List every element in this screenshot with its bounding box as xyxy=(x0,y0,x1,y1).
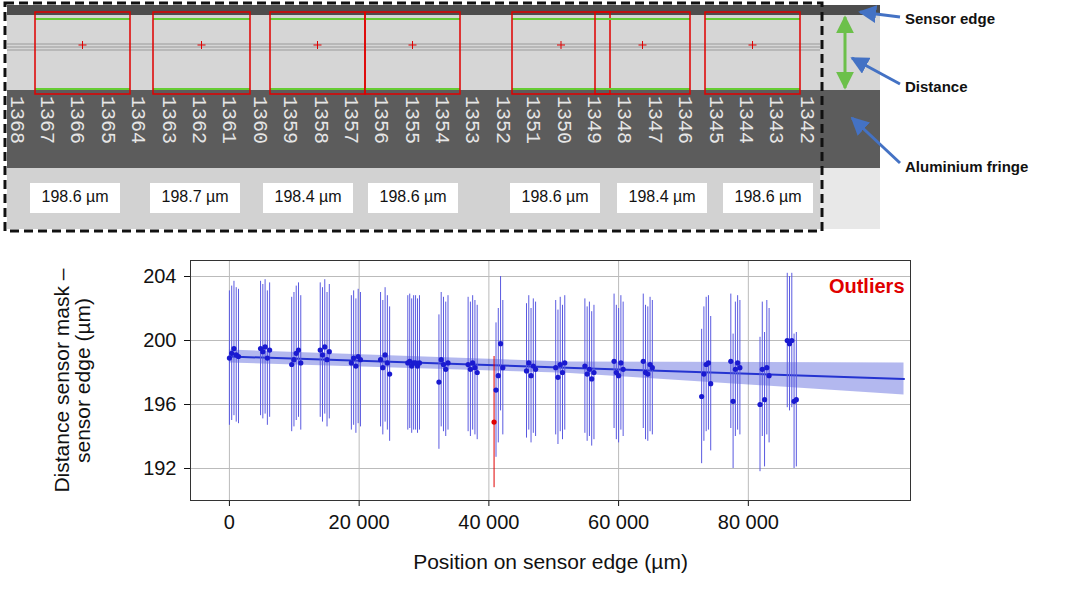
svg-text:198.6 µm: 198.6 µm xyxy=(734,188,801,205)
svg-text:1365: 1365 xyxy=(96,96,119,144)
svg-text:204: 204 xyxy=(143,265,176,287)
svg-text:198.4 µm: 198.4 µm xyxy=(274,188,341,205)
svg-text:196: 196 xyxy=(143,393,176,415)
svg-text:1355: 1355 xyxy=(400,96,423,144)
svg-text:1344: 1344 xyxy=(734,96,757,144)
svg-text:Sensor edge: Sensor edge xyxy=(905,10,995,27)
svg-text:20 000: 20 000 xyxy=(329,511,390,533)
svg-text:Distance: Distance xyxy=(905,78,968,95)
svg-text:1342: 1342 xyxy=(795,96,818,144)
svg-text:1353: 1353 xyxy=(460,96,483,144)
svg-text:1349: 1349 xyxy=(582,96,605,144)
svg-text:1359: 1359 xyxy=(278,96,301,144)
svg-text:40 000: 40 000 xyxy=(458,511,519,533)
svg-text:1343: 1343 xyxy=(764,96,787,144)
svg-text:1356: 1356 xyxy=(369,96,392,144)
svg-text:1345: 1345 xyxy=(704,96,727,144)
svg-text:198.6 µm: 198.6 µm xyxy=(41,188,108,205)
svg-text:1347: 1347 xyxy=(643,96,666,144)
svg-text:1362: 1362 xyxy=(187,96,210,144)
svg-text:1360: 1360 xyxy=(248,96,271,144)
svg-text:1363: 1363 xyxy=(157,96,180,144)
svg-text:1348: 1348 xyxy=(612,96,635,144)
svg-text:1357: 1357 xyxy=(339,96,362,144)
svg-text:0: 0 xyxy=(224,511,235,533)
svg-text:198.7 µm: 198.7 µm xyxy=(161,188,228,205)
svg-text:198.6 µm: 198.6 µm xyxy=(521,188,588,205)
svg-text:Aluminium fringe: Aluminium fringe xyxy=(905,158,1028,175)
svg-text:198.6 µm: 198.6 µm xyxy=(379,188,446,205)
svg-text:1361: 1361 xyxy=(217,96,240,144)
svg-text:1346: 1346 xyxy=(673,96,696,144)
svg-text:1368: 1368 xyxy=(5,96,28,144)
svg-text:Outliers: Outliers xyxy=(829,275,905,297)
svg-text:1367: 1367 xyxy=(35,96,58,144)
svg-text:192: 192 xyxy=(143,457,176,479)
svg-text:198.4 µm: 198.4 µm xyxy=(628,188,695,205)
svg-text:200: 200 xyxy=(143,329,176,351)
svg-text:1364: 1364 xyxy=(126,96,149,144)
svg-text:1350: 1350 xyxy=(552,96,575,144)
svg-text:Position on sensor edge (µm): Position on sensor edge (µm) xyxy=(413,550,688,573)
svg-text:80 000: 80 000 xyxy=(718,511,779,533)
svg-text:1358: 1358 xyxy=(309,96,332,144)
svg-text:60 000: 60 000 xyxy=(588,511,649,533)
svg-text:1366: 1366 xyxy=(65,96,88,144)
svg-text:Distance sensor mask –sensor e: Distance sensor mask –sensor edge (µm) xyxy=(50,268,94,492)
svg-text:1354: 1354 xyxy=(430,96,453,144)
svg-text:1352: 1352 xyxy=(491,96,514,144)
svg-text:1351: 1351 xyxy=(521,96,544,144)
